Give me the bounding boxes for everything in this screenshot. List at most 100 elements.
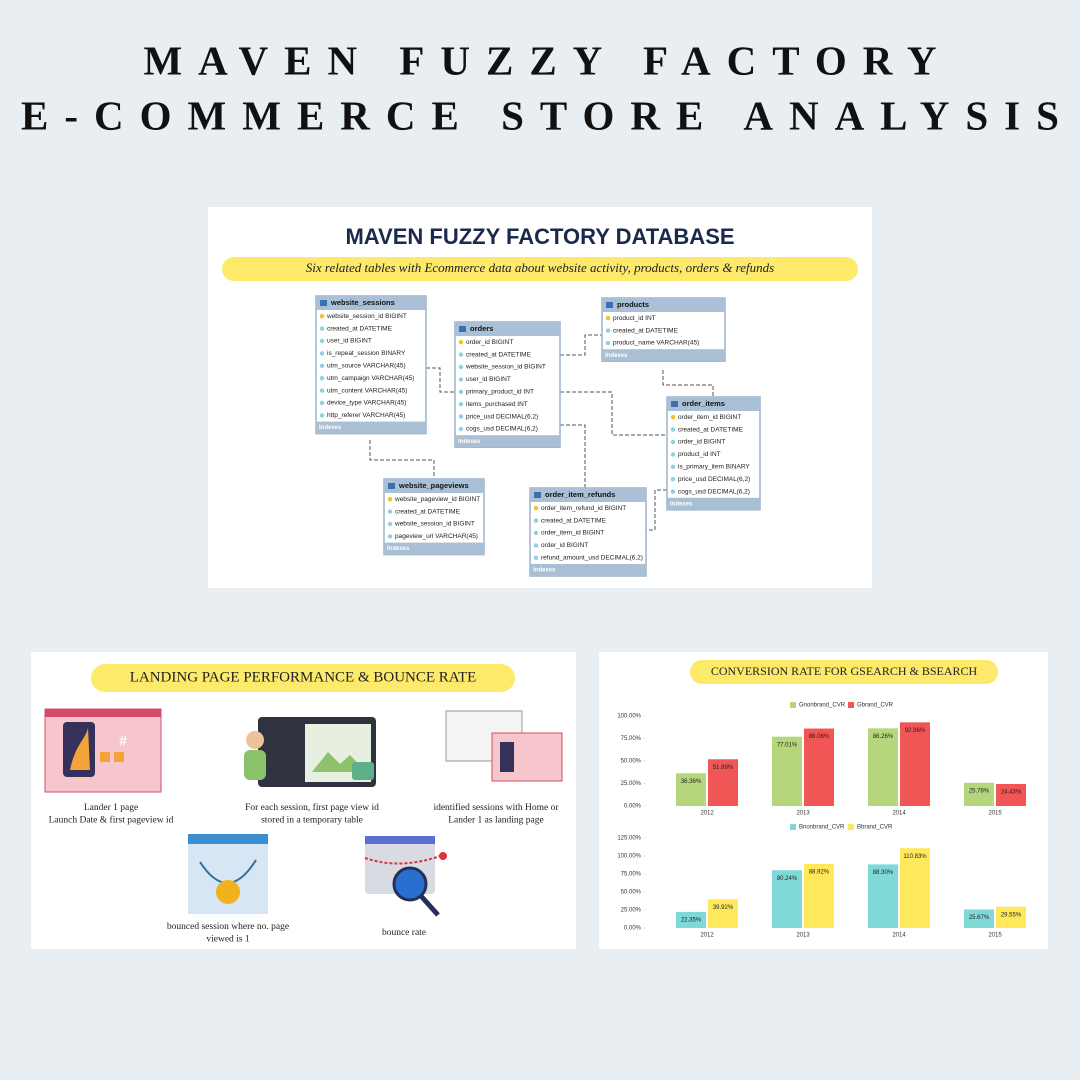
field-icon <box>605 340 611 346</box>
field-icon <box>533 530 539 536</box>
field-icon <box>319 351 325 356</box>
field-name: order_item_id BIGINT <box>678 414 741 421</box>
illustration-shape <box>45 709 161 717</box>
y-tick-label: 50.00% <box>621 759 642 765</box>
field-name: price_usd DECIMAL(6,2) <box>466 413 538 420</box>
table-icon <box>459 326 466 332</box>
bar <box>772 870 802 928</box>
x-tick-label: 2013 <box>796 933 810 939</box>
table-header <box>602 298 725 312</box>
caption-line: For each session, first page view id <box>245 802 379 813</box>
field-name: created_at DATETIME <box>466 351 532 358</box>
table-footer-label: Indexes <box>605 353 628 359</box>
field-name: refund_amount_usd DECIMAL(6,2) <box>541 555 643 562</box>
field-name: price_usd DECIMAL(6,2) <box>678 476 750 483</box>
caption-line: bounced session where no. page <box>167 922 289 932</box>
value-label: 25.67% <box>969 915 990 921</box>
table-footer <box>602 349 725 362</box>
table-footer-label: Indexes <box>458 439 481 445</box>
field-name: website_session_id BIGINT <box>326 313 407 320</box>
field-icon <box>533 506 539 511</box>
table-icon <box>606 302 613 308</box>
table-header <box>667 397 760 411</box>
field-name: website_session_id BIGINT <box>465 364 546 371</box>
legend-swatch <box>790 702 796 708</box>
y-tick-label: 0.00% <box>624 804 642 810</box>
value-label: 88.92% <box>809 870 830 876</box>
value-label: 86.06% <box>809 734 830 740</box>
field-icon <box>319 388 325 393</box>
landing-title-pill <box>91 664 515 692</box>
legend-swatch <box>848 824 854 830</box>
value-label: 51.89% <box>713 765 734 771</box>
field-icon <box>387 509 393 514</box>
value-label: 29.55% <box>1001 912 1022 918</box>
field-icon <box>670 439 676 445</box>
value-label: 39.92% <box>713 905 734 911</box>
x-tick-label: 2012 <box>700 811 714 817</box>
field-icon <box>458 352 464 357</box>
table-footer-label: Indexes <box>387 546 410 552</box>
illustration-landing <box>445 710 563 782</box>
x-tick-label: 2015 <box>988 933 1002 939</box>
illustration-shape <box>44 708 162 793</box>
table-name: order_item_refunds <box>545 490 615 499</box>
charts: 0.00% 25.00% 50.00% 75.00% 100.00% Gnonbrand_… <box>617 702 1026 939</box>
field-name: cogs_usd DECIMAL(6,2) <box>678 488 750 495</box>
field-icon <box>533 555 539 560</box>
bar <box>772 736 802 806</box>
bar <box>996 906 1026 928</box>
landing-title: LANDING PAGE PERFORMANCE & BOUNCE RATE <box>130 669 477 685</box>
table-footer-label: Indexes <box>533 568 556 574</box>
legend-label: Bbrand_CVR <box>857 825 893 831</box>
bar <box>804 863 834 928</box>
connector <box>560 334 602 356</box>
field-name: utm_source VARCHAR(45) <box>327 363 406 370</box>
illustration-bounce <box>188 834 268 914</box>
table-icon <box>388 483 395 489</box>
field-name: utm_campaign VARCHAR(45) <box>327 375 414 382</box>
field-name: is_primary_item BINARY <box>678 464 750 471</box>
value-label: 88.30% <box>873 870 894 876</box>
field-icon <box>458 340 464 345</box>
table-box <box>454 321 561 448</box>
illustration-session <box>244 717 376 787</box>
field-icon <box>319 376 325 381</box>
connector <box>560 391 667 436</box>
bar <box>964 909 994 928</box>
field-name: order_item_refund_id BIGINT <box>541 505 626 512</box>
x-tick-label: 2015 <box>988 811 1002 817</box>
field-name: product_id INT <box>678 451 721 458</box>
table-name: website_sessions <box>330 298 395 307</box>
field-name: website_pageview_id BIGINT <box>394 496 480 503</box>
database-title: MAVEN FUZZY FACTORY DATABASE <box>345 224 734 249</box>
subtitle-pill <box>222 257 858 281</box>
legend-swatch <box>848 702 854 708</box>
caption-line: identified sessions with Home or <box>433 802 559 813</box>
field-icon <box>458 389 464 394</box>
field-name: user_id BIGINT <box>327 338 372 345</box>
table-name: website_pageviews <box>398 481 469 490</box>
x-tick-label: 2014 <box>892 811 906 817</box>
field-icon <box>605 328 611 333</box>
illustration-shape <box>216 880 240 904</box>
table-footer <box>530 564 646 576</box>
field-icon <box>670 489 676 494</box>
field-name: pageview_url VARCHAR(45) <box>395 533 478 540</box>
y-tick-label: 75.00% <box>621 736 642 742</box>
illustration-rate <box>364 836 447 917</box>
field-icon <box>458 377 464 382</box>
field-icon <box>319 314 325 319</box>
caption-line: bounce rate <box>382 928 426 938</box>
y-tick-label: 50.00% <box>621 890 642 896</box>
table-header <box>455 322 560 336</box>
y-tick-label: 100.00% <box>617 714 641 720</box>
field-name: created_at DATETIME <box>678 426 744 433</box>
field-name: website_session_id BIGINT <box>394 521 475 528</box>
field-name: items_purchased INT <box>466 401 528 408</box>
illustration-shape <box>500 742 514 772</box>
value-label: 77.01% <box>777 742 798 748</box>
field-icon <box>387 521 393 527</box>
value-label: 92.96% <box>905 728 926 734</box>
value-label: 110.83% <box>903 854 927 860</box>
